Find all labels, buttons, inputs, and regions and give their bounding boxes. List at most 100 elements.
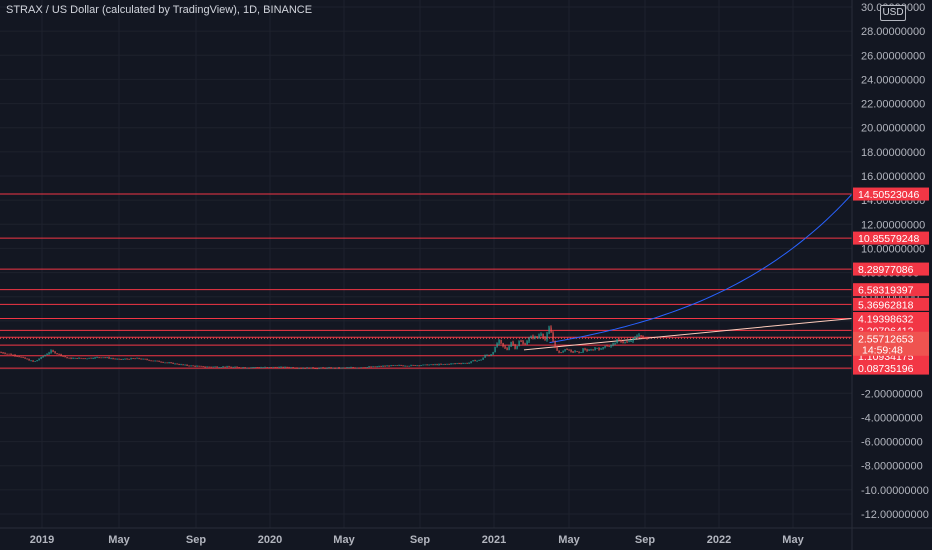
candle-body <box>268 367 270 368</box>
candle-body <box>580 352 582 353</box>
candle-body <box>220 367 222 368</box>
candle-body <box>288 367 290 369</box>
candle-body <box>306 367 308 369</box>
horizontal-levels[interactable] <box>0 193 852 369</box>
level-price-tag[interactable] <box>853 262 929 276</box>
candle-body <box>58 353 60 355</box>
candle-body <box>110 358 112 360</box>
candle-body <box>266 367 268 368</box>
price-axis[interactable]: 30.0000000028.0000000026.0000000024.0000… <box>851 0 929 550</box>
candle-body <box>566 349 568 351</box>
candle-body <box>48 352 50 354</box>
candle-body <box>12 354 14 356</box>
candle-body <box>152 360 154 362</box>
candle-body <box>440 364 442 365</box>
candle-body <box>434 364 436 366</box>
candle-body <box>482 357 484 360</box>
candle-body <box>416 365 418 367</box>
candle-body <box>126 358 128 360</box>
level-price-tag[interactable] <box>853 361 929 375</box>
candle-body <box>102 357 104 359</box>
candle-body <box>640 335 642 337</box>
candle-body <box>140 358 142 360</box>
level-price-tag[interactable] <box>853 187 929 201</box>
level-price-tag[interactable] <box>853 283 929 297</box>
candle-body <box>346 367 348 369</box>
candle-body <box>620 339 622 342</box>
candle-body <box>472 360 474 362</box>
candle-body <box>60 354 62 356</box>
projection-curve[interactable] <box>549 193 853 344</box>
candle-body <box>374 366 376 368</box>
candle-body <box>448 363 450 365</box>
candle-body <box>90 357 92 359</box>
drawing-layer[interactable] <box>523 193 853 351</box>
candle-body <box>420 365 422 367</box>
candle-body <box>242 367 244 369</box>
level-price-tag[interactable] <box>853 312 929 326</box>
candle-body <box>170 362 172 364</box>
level-price-tag[interactable] <box>853 231 929 245</box>
candle-body <box>230 366 232 368</box>
price-tick-label: -8.00000000 <box>861 461 923 473</box>
candle-body <box>602 347 604 349</box>
level-price-label: 4.19398632 <box>858 314 914 326</box>
candle-body <box>558 350 560 353</box>
candle-body <box>10 353 12 355</box>
candle-body <box>594 348 596 350</box>
currency-button[interactable]: USD <box>880 5 906 21</box>
candle-body <box>488 354 490 356</box>
candle-body <box>458 363 460 365</box>
candle-body <box>196 365 198 367</box>
candle-body <box>508 346 510 350</box>
candle-body <box>100 357 102 359</box>
candle-body <box>240 367 242 369</box>
candle-body <box>154 360 156 362</box>
time-axis[interactable]: 2019 May Sep 2020 May Sep 2021 May Sep 2022 May <box>0 527 932 546</box>
candle-body <box>562 350 564 353</box>
candle-body <box>540 333 542 336</box>
candle-body <box>202 366 204 367</box>
candle-body <box>86 358 88 360</box>
candle-body <box>426 364 428 366</box>
candle-body <box>122 359 124 360</box>
candle-body <box>630 341 632 342</box>
candle-body <box>320 367 322 369</box>
level-price-tag[interactable] <box>853 297 929 311</box>
candle-body <box>522 341 524 344</box>
candle-body <box>384 365 386 367</box>
current-price-tag <box>853 331 929 356</box>
candle-body <box>386 365 388 367</box>
candle-body <box>442 364 444 365</box>
candle-body <box>68 357 70 359</box>
candle-body <box>348 367 350 369</box>
candle-body <box>500 339 502 343</box>
level-price-label: 14.50523046 <box>858 189 919 201</box>
level-price-label: 10.85579248 <box>858 233 919 245</box>
candle-body <box>176 363 178 365</box>
candle-body <box>134 358 136 360</box>
price-tick-label: -12.00000000 <box>861 509 929 521</box>
level-price-label: 0.08735196 <box>858 363 914 375</box>
time-tick-label: 2021 <box>482 534 506 546</box>
candle-body <box>432 364 434 366</box>
candle-body <box>364 367 366 369</box>
candle-body <box>444 364 446 365</box>
trend-line[interactable] <box>523 317 853 351</box>
candle-countdown: 14:59:48 <box>862 344 903 356</box>
candle-body <box>166 362 168 364</box>
candle-body <box>462 363 464 365</box>
price-tick-label: 10.00000000 <box>861 243 925 255</box>
candle-body <box>204 366 206 368</box>
candle-body <box>282 366 284 368</box>
candle-body <box>464 362 466 364</box>
candle-body <box>596 347 598 349</box>
candle-body <box>358 367 360 369</box>
candle-body <box>406 365 408 367</box>
candle-body <box>506 347 508 350</box>
candle-body <box>302 367 304 369</box>
candle-body <box>388 365 390 367</box>
candle-body <box>578 351 580 353</box>
candle-body <box>132 358 134 359</box>
